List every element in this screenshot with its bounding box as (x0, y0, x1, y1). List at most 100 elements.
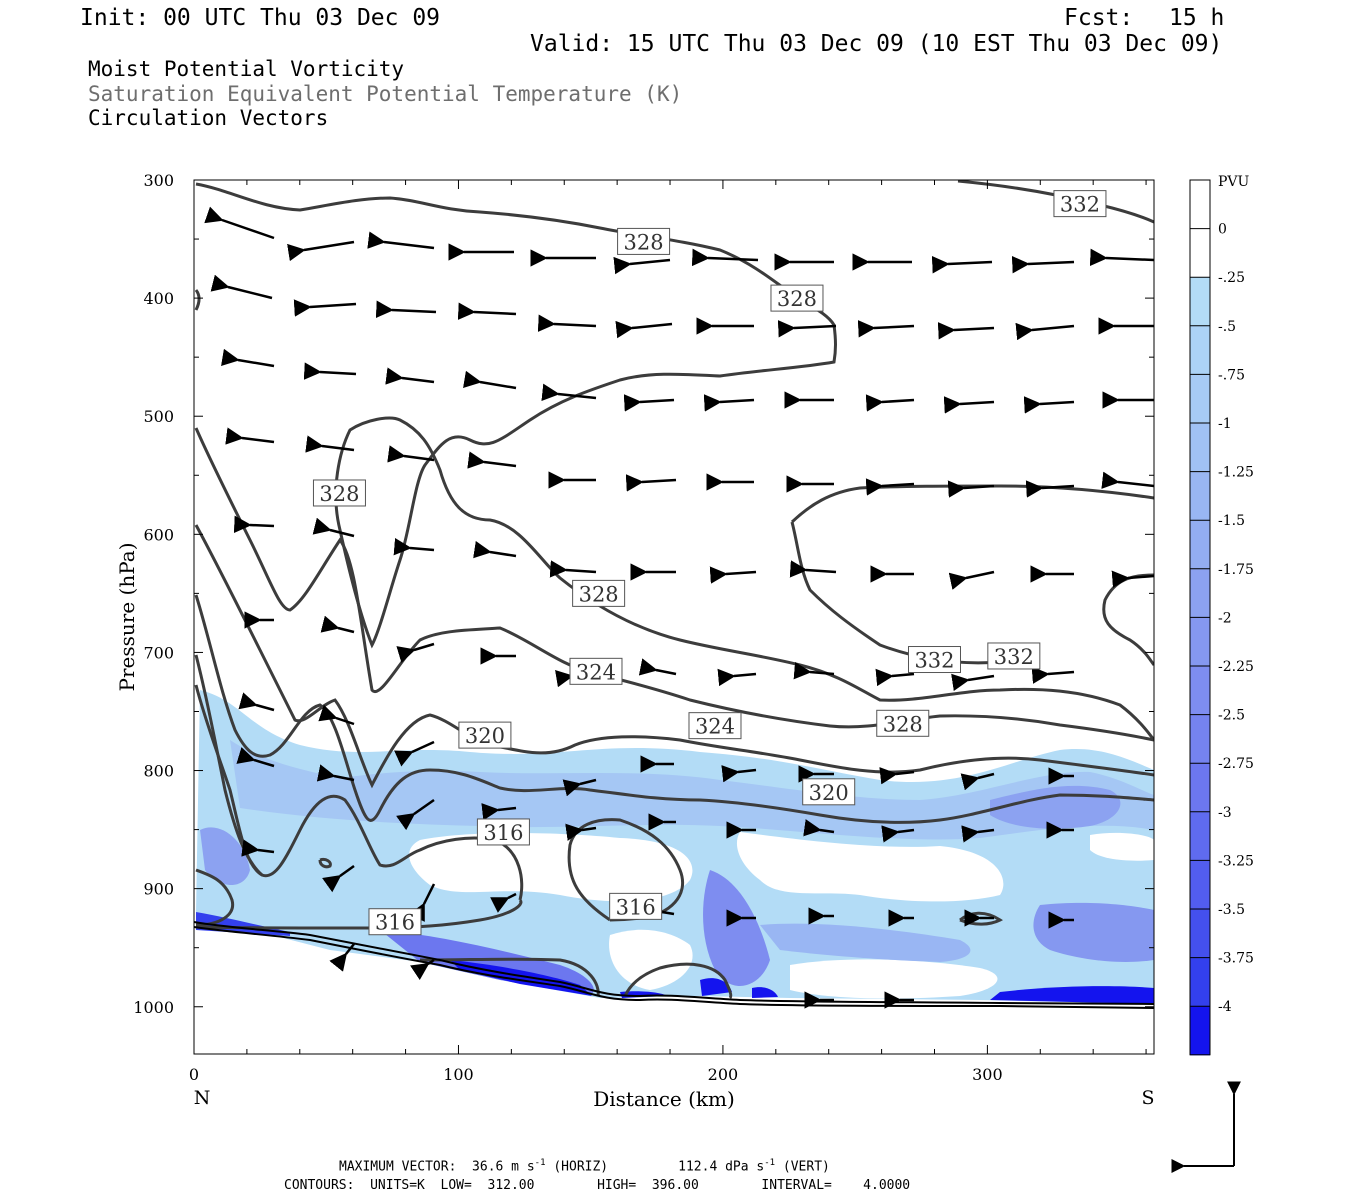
circulation-vector (375, 300, 437, 319)
circulation-vector (717, 668, 757, 687)
circulation-vector (1031, 666, 1075, 684)
colorbar-segment (1190, 325, 1210, 375)
colorbar-segment (1190, 909, 1210, 959)
max-vector-horiz-unit: (HORIZ) (545, 1159, 609, 1175)
contour-line (318, 858, 332, 869)
pv-fill-gap-far-right (1090, 832, 1154, 861)
max-vector-info: MAXIMUM VECTOR: 36.6 m s-1 (HORIZ) 112.4 … (339, 1159, 830, 1175)
y-tick-label: 600 (143, 525, 174, 544)
circulation-vector (481, 803, 517, 821)
circulation-vector (623, 394, 675, 412)
contour-line (195, 868, 235, 927)
colorbar-label: -3 (1218, 805, 1232, 821)
contour-label-box (312, 479, 366, 507)
y-tick-label: 900 (143, 880, 174, 899)
contour-label-box (572, 579, 626, 607)
contour-label-box (368, 908, 422, 936)
circulation-vector (1101, 471, 1155, 489)
circulation-vector (943, 396, 995, 414)
x-axis-label: Distance (km) (593, 1087, 735, 1111)
field-title-vectors: Circulation Vectors (88, 106, 329, 130)
pv-fill-gap-bottom-right (790, 959, 998, 999)
circulation-vector (793, 661, 835, 680)
circulation-vector (312, 517, 355, 538)
circulation-vector (960, 772, 995, 791)
circulation-vector (409, 883, 436, 923)
colorbar-label: -4 (1218, 999, 1232, 1015)
terrain-line-2 (193, 921, 1155, 1005)
contour-label: 332 (987, 642, 1041, 670)
contour-label: 332 (1053, 190, 1107, 218)
colorbar-segment (1190, 811, 1210, 861)
circulation-vector (613, 256, 671, 275)
circulation-vector (293, 299, 357, 317)
circulation-vector (1025, 480, 1075, 498)
circulation-vector (225, 427, 275, 445)
colorbar-label: -.75 (1218, 367, 1245, 383)
circulation-vector (287, 240, 355, 262)
terrain-line (193, 926, 1155, 1009)
colorbar-label: -1.5 (1218, 513, 1245, 529)
colorbar-segment (1190, 860, 1210, 910)
colorbar-segment (1190, 471, 1210, 521)
contour-label-box (609, 892, 663, 920)
colorbar-segment (1190, 763, 1210, 813)
circulation-vector (961, 825, 995, 843)
contour-label-box (770, 284, 824, 312)
circulation-vector (1111, 570, 1155, 588)
max-vector-vert: 112.4 dPa s (678, 1159, 765, 1175)
contour-line (790, 484, 1154, 524)
circulation-vector (387, 445, 435, 463)
circulation-vector (318, 704, 355, 726)
circulation-vector (857, 320, 915, 338)
colorbar-segment (1190, 666, 1210, 716)
contour-label-box (569, 657, 623, 685)
contour-label: 320 (802, 778, 856, 806)
circulation-vector (541, 383, 597, 402)
contour-label-text: 328 (624, 230, 664, 254)
colorbar: PVU 0 -.25 -.5 -.75 -1 -1.25 -1.5 -1.75 -2 -2.25 -2… (1189, 174, 1254, 1056)
circulation-vector (463, 370, 517, 390)
circulation-vector (703, 394, 755, 412)
contour-label: 328 (770, 284, 824, 312)
contour-label-box (617, 227, 671, 255)
y-tick-label: 800 (143, 762, 174, 781)
contour-label-box (802, 778, 856, 806)
circulation-vectors (204, 206, 1155, 1009)
contour-info: CONTOURS: UNITS=K LOW= 312.00 HIGH= 396.… (284, 1178, 911, 1193)
contour-label-box (476, 818, 530, 846)
colorbar-segment (1190, 423, 1210, 473)
contour-line (790, 521, 1001, 665)
colorbar-label: 0 (1218, 222, 1227, 238)
y-tick-label: 400 (143, 289, 174, 308)
circulation-vector (1011, 255, 1075, 274)
colorbar-label: -3.75 (1218, 951, 1254, 967)
x-tick-label: 100 (443, 1065, 474, 1084)
contour-label: 324 (688, 712, 742, 740)
field-title-mpv: Moist Potential Vorticity (88, 57, 405, 81)
circulation-vector (865, 478, 915, 496)
circulation-vector (322, 864, 355, 893)
circulation-vector (1023, 396, 1075, 414)
x-end-label-south: S (1141, 1087, 1154, 1109)
circulation-vector (937, 322, 995, 340)
circulation-vector (1015, 322, 1075, 341)
circulation-vector (241, 839, 275, 857)
pv-fill-gap-right (736, 832, 1004, 902)
colorbar-segment (1190, 957, 1210, 1007)
circulation-vector (457, 302, 517, 320)
pv-fill-gap-bottom-left (609, 929, 693, 990)
contour-line (194, 684, 263, 877)
max-vector-vert-unit: (VERT) (775, 1159, 830, 1175)
circulation-vector (615, 320, 673, 339)
circulation-vector (777, 320, 837, 338)
contour-label-text: 332 (914, 649, 954, 673)
pv-fill-deep-1 (200, 827, 250, 885)
contour-label: 332 (907, 646, 961, 674)
colorbar-segment (1190, 1006, 1210, 1056)
contour-line (194, 524, 1154, 789)
contour-label-box (907, 646, 961, 674)
contour-label: 328 (617, 227, 671, 255)
axes: 300 400 500 600 700 800 900 1000 0 100 200 300 Dista… (115, 171, 1155, 1111)
contour-label-text: 316 (483, 821, 523, 845)
